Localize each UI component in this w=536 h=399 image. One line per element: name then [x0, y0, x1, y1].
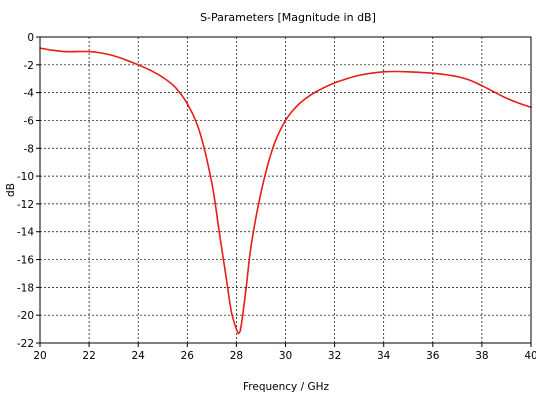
y-tick-label: -16: [17, 255, 34, 267]
plot-frame: [39, 36, 532, 344]
x-tick-label: 24: [132, 350, 146, 362]
grid: [40, 37, 531, 343]
y-tick-label: -18: [17, 282, 34, 294]
axis-ticks: 20 22 24 26 28 30 32 34 36 38 40 0 -2 -4 -6 -8 -10 -12 -14…: [17, 32, 536, 362]
y-tick-label: -14: [17, 227, 34, 239]
x-tick-label: 40: [524, 350, 536, 362]
x-tick-label: 36: [426, 350, 440, 362]
y-tick-label: -22: [17, 338, 34, 350]
series-layer: [39, 47, 532, 335]
x-tick-label: 38: [475, 350, 488, 362]
x-tick-label: 20: [33, 350, 46, 362]
y-tick-label: -8: [24, 143, 34, 155]
y-axis-title: dB: [5, 183, 17, 197]
x-tick-label: 30: [279, 350, 292, 362]
s11-series-line: [39, 47, 532, 335]
x-tick-label: 22: [82, 350, 95, 362]
chart-title: S-Parameters [Magnitude in dB]: [200, 11, 376, 24]
x-axis-title: Frequency / GHz: [243, 381, 329, 393]
x-tick-label: 32: [328, 350, 341, 362]
y-tick-label: -12: [17, 199, 34, 211]
y-tick-label: -2: [24, 60, 34, 72]
y-tick-label: -10: [17, 171, 34, 183]
x-tick-label: 34: [377, 350, 391, 362]
y-tick-label: 0: [27, 32, 34, 44]
y-tick-label: -4: [24, 88, 35, 100]
y-tick-label: -20: [17, 310, 34, 322]
x-tick-label: 26: [181, 350, 195, 362]
x-tick-label: 28: [230, 350, 243, 362]
y-tick-label: -6: [24, 115, 35, 127]
